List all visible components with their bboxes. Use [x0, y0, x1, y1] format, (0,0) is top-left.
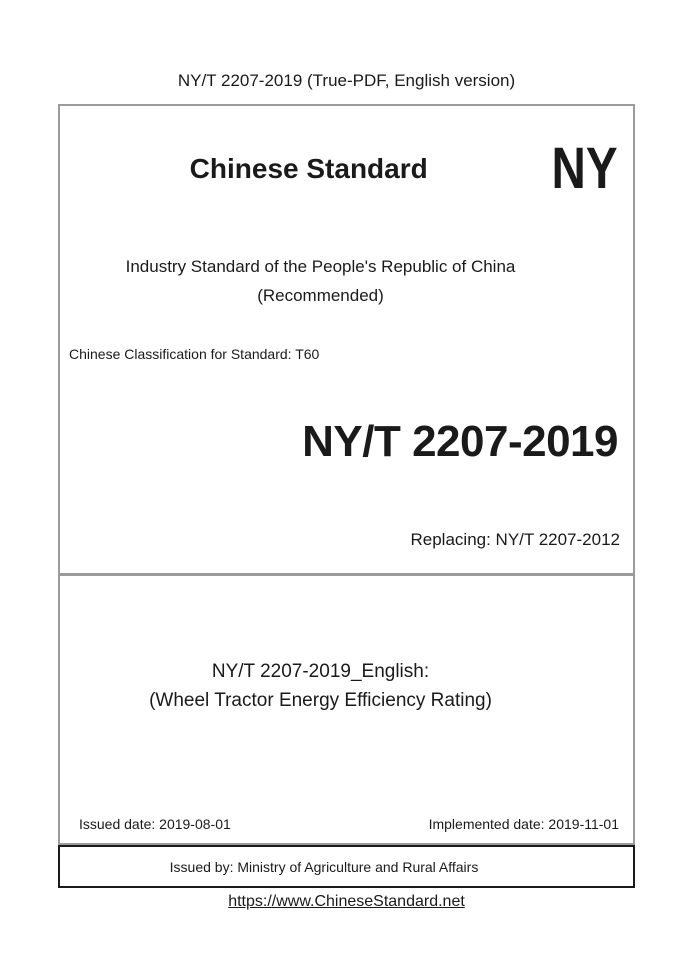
brand-title: Chinese Standard [189, 153, 428, 184]
classification-label: Chinese Classification for Standard: T60 [69, 346, 320, 362]
english-title: NY/T 2207-2019_English: (Wheel Tractor E… [60, 657, 581, 715]
dates-row: Issued date: 2019-08-01 Implemented date… [79, 816, 619, 832]
website-link[interactable]: https://www.ChineseStandard.net [228, 893, 465, 910]
issued-date: Issued date: 2019-08-01 [79, 816, 231, 832]
brand-row: Chinese Standard NY [60, 134, 633, 204]
document-header: NY/T 2207-2019 (True-PDF, English versio… [177, 71, 516, 90]
standard-type-line1: Industry Standard of the People's Republ… [125, 257, 516, 276]
standard-type: Industry Standard of the People's Republ… [60, 252, 581, 310]
site-link-row: https://www.ChineseStandard.net [0, 893, 693, 911]
standard-type-line2: (Recommended) [257, 286, 384, 305]
issuer-text: Issued by: Ministry of Agriculture and R… [169, 858, 479, 875]
implemented-date: Implemented date: 2019-11-01 [428, 816, 619, 832]
english-title-line2: (Wheel Tractor Energy Efficiency Rating) [149, 690, 492, 711]
cover-box: Chinese Standard NY Industry Standard of… [58, 104, 635, 845]
brand-code: NY [551, 136, 618, 201]
english-title-line1: NY/T 2207-2019_English: [211, 661, 430, 682]
standard-number: NY/T 2207-2019 [302, 417, 618, 466]
section-divider [58, 573, 635, 576]
issuer-box: Issued by: Ministry of Agriculture and R… [58, 845, 635, 888]
replacing-note: Replacing: NY/T 2207-2012 [410, 530, 621, 549]
